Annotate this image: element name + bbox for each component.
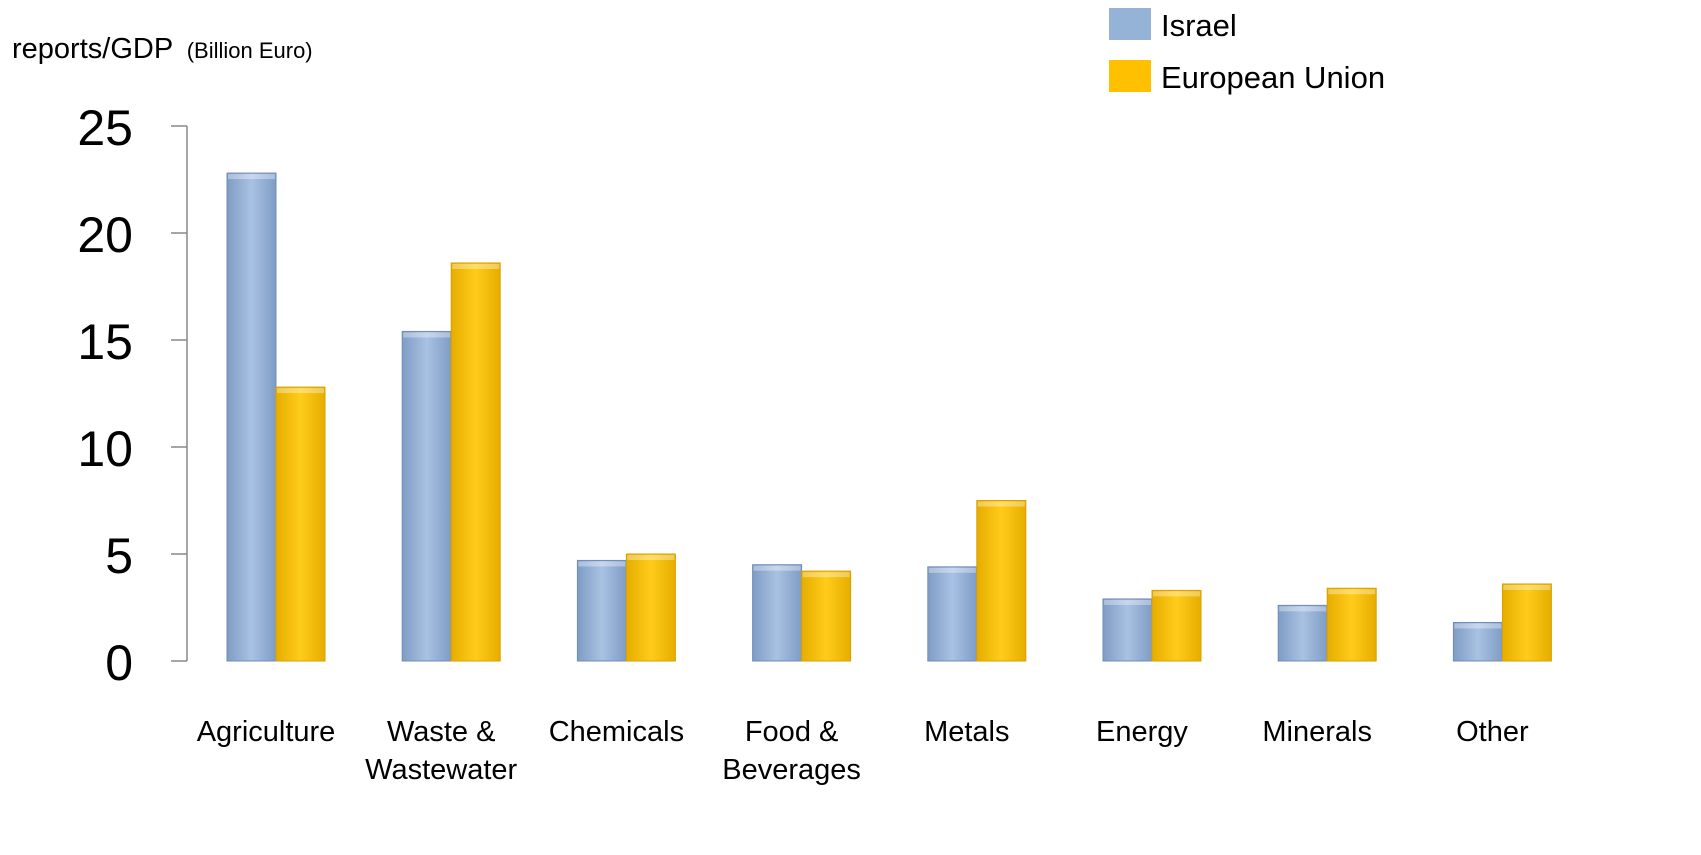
bar-european-union <box>450 262 501 662</box>
bar-bevel <box>452 263 500 269</box>
x-tick-label: Agriculture <box>197 716 336 748</box>
x-tick-label-line: Wastewater <box>365 754 517 786</box>
x-tick-label: Energy <box>1096 716 1188 748</box>
bar-bevel <box>1279 606 1327 612</box>
bar-bevel <box>1104 599 1151 605</box>
y-axis-title-main: reports/GDP <box>12 33 173 65</box>
bar-bevel <box>753 565 801 571</box>
y-tick-label: 15 <box>77 314 133 370</box>
y-axis-ticks: 0 5 10 15 20 25 <box>77 100 187 691</box>
y-tick-label: 10 <box>77 421 133 477</box>
bar-bevel <box>1503 584 1551 590</box>
x-axis-labels: Agriculture Waste & Wastewater Chemicals Foo… <box>197 716 1529 786</box>
legend-swatch <box>1109 60 1151 92</box>
bar-european-union <box>1501 583 1552 662</box>
bar-israel <box>226 172 277 662</box>
x-tick-label-line: Chemicals <box>549 716 684 748</box>
bar-bevel <box>1153 591 1200 597</box>
legend-label: Israel <box>1161 8 1237 43</box>
bar-european-union <box>1151 589 1202 662</box>
x-tick-label: Waste & Wastewater <box>365 716 517 786</box>
y-tick-label: 5 <box>105 528 133 584</box>
x-tick-label: Minerals <box>1262 716 1372 748</box>
legend-swatch <box>1109 8 1151 40</box>
legend: Israel European Union <box>1109 8 1385 95</box>
bar-bevel <box>228 174 275 180</box>
bar-bevel <box>928 567 976 573</box>
bar-israel <box>752 564 803 662</box>
bar-bevel <box>977 501 1025 507</box>
x-tick-label-line: Food & <box>745 716 839 748</box>
bar-bevel <box>1454 623 1502 629</box>
bar-european-union <box>1326 587 1377 662</box>
bar-european-union <box>275 386 326 662</box>
bar-israel <box>576 559 627 662</box>
bar-bevel <box>277 388 324 394</box>
x-tick-label: Other <box>1456 716 1529 748</box>
y-axis-title: reports/GDP (Billion Euro) <box>12 33 313 65</box>
x-tick-label-line: Other <box>1456 716 1529 748</box>
x-tick-label-line: Minerals <box>1262 716 1372 748</box>
bar-bevel <box>627 555 675 560</box>
x-tick-label: Metals <box>924 716 1009 748</box>
x-tick-label-line: Beverages <box>722 754 861 786</box>
bar-bevel <box>1328 589 1376 595</box>
x-tick-label: Food & Beverages <box>722 716 861 786</box>
y-tick-label: 25 <box>77 100 133 156</box>
bar-european-union <box>976 500 1027 662</box>
bar-bevel <box>802 572 850 578</box>
bar-bevel <box>578 561 626 567</box>
bar-series <box>226 172 1552 662</box>
bar-israel <box>1452 621 1503 662</box>
x-tick-label-line: Metals <box>924 716 1009 748</box>
bar-european-union <box>801 570 852 662</box>
x-tick-label: Chemicals <box>549 716 684 748</box>
y-axis-title-unit: (Billion Euro) <box>187 38 313 63</box>
bar-israel <box>1277 604 1328 662</box>
bar-israel <box>401 330 452 662</box>
x-tick-label-line: Waste & <box>387 716 496 748</box>
x-tick-label-line: Agriculture <box>197 716 336 748</box>
y-tick-label: 20 <box>77 207 133 263</box>
bar-european-union <box>625 553 676 662</box>
x-tick-label-line: Energy <box>1096 716 1188 748</box>
bar-israel <box>927 566 978 662</box>
bar-bevel <box>403 332 451 338</box>
y-tick-label: 0 <box>105 635 133 691</box>
bar-israel <box>1102 598 1153 662</box>
legend-label: European Union <box>1161 60 1385 95</box>
